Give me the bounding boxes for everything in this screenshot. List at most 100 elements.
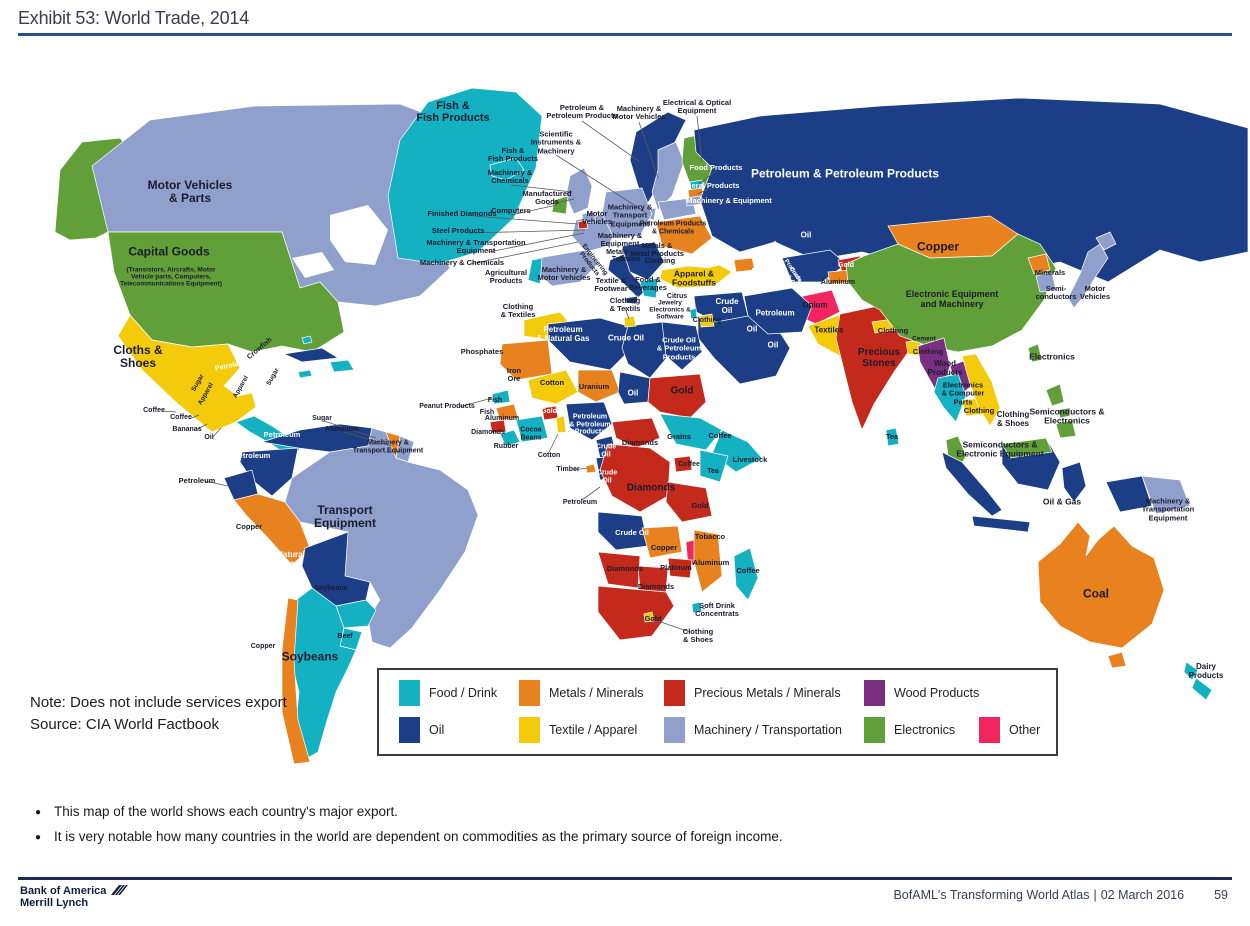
map-region [1107,651,1127,669]
leader-line [343,431,393,447]
map-label: Crude Oil & Petroleum Products [656,335,702,362]
map-region [1141,475,1191,515]
map-label: Machinery & Equipment [597,230,643,248]
map-region [733,547,759,601]
map-label: Machinery & Motor Vehicles [612,103,666,121]
page-number: 59 [1214,888,1228,902]
legend-label: Precious Metals / Minerals [694,686,841,700]
map-region [607,253,647,299]
leader-line [555,154,646,213]
map-region [693,529,723,593]
map-label: Oil [767,340,779,350]
map-label: Cloths & Shoes [113,342,163,370]
map-label: Petroleum & Petroleum Products [750,166,940,181]
map-label: Coffee [678,461,700,469]
map-label: Timber [556,466,580,474]
map-label: Tobacco [694,531,726,541]
legend-swatch [979,717,1000,743]
map-region [577,369,621,403]
map-legend: Food / Drink Metals / Minerals Precious Me… [377,668,1058,756]
map-label: Scientific Instruments & Machinery [530,129,582,156]
map-region [1067,243,1109,309]
sea-shape [672,252,728,268]
map-label: Machinery & Motor Vehicles [537,264,591,282]
map-label: Clothing [692,317,722,325]
map-label: Citrus [666,293,688,301]
map-label: Machinery & Transportation Equipment [426,237,526,255]
map-label: Clothing & Textiles [500,301,536,319]
map-region [625,295,639,305]
map-region [623,315,637,328]
map-label: Gold [691,500,709,510]
sea-shape [292,252,334,278]
map-region [845,233,1057,353]
legend-swatch [864,717,885,743]
source-line: Source: CIA World Factbook [30,716,219,733]
leader-line [624,307,630,320]
bullet-item: ● This map of the world shows each count… [22,804,1122,822]
map-label: Gold [670,385,694,397]
map-label: Semiconductors & Electronic Equipment [956,439,1044,459]
map-label: Cement [912,335,936,343]
page-title: Exhibit 53: World Trade, 2014 [18,8,250,28]
map-label: Electrical & Optical Equipment [662,97,732,115]
legend-label: Electronics [894,723,956,737]
map-label: Uranium [578,381,610,391]
map-region [667,557,693,579]
map-label: Copper [250,643,276,651]
world-trade-map: Fish & Fish Products Motor Vehicles & Par… [0,40,1250,780]
map-label: Clothing [644,255,676,265]
map-region [655,215,713,255]
map-label: Transport Equipment [314,502,376,530]
map-label: Semi- conductors [1035,283,1077,301]
map-label: Natural Gas [277,550,305,568]
map-label: Oil [800,230,812,240]
map-label: Copper [235,521,263,531]
map-label: Computers [491,205,531,215]
map-label: Copper [917,239,959,254]
leader-lines [161,115,730,633]
map-label: Soybeans [314,585,348,593]
map-region [689,307,698,320]
map-label: Diamonds [626,482,676,494]
map-label: Fish & Fish Products [416,99,490,124]
map-label: Platinum [660,562,692,572]
map-label: Textile & Footwear [594,275,628,293]
map-label: Motor Vehicles [581,208,613,226]
map-region [971,515,1031,533]
leader-line [546,198,575,206]
map-label: Dairy Products [1188,662,1224,680]
map-label: Agricultural Products [484,267,528,285]
footer-citation: BofAML's Transforming World Atlas | 02 M… [893,888,1228,902]
leader-line [384,450,403,453]
leader-line [161,410,177,413]
legend-label: Metals / Minerals [549,686,644,700]
legend-swatch [399,717,420,743]
legend-item: Machinery / Transportation [664,717,842,743]
map-label: Grains [667,431,691,441]
map-region [659,413,723,451]
map-label: Jewelry Electronics & Software [649,299,691,321]
leader-line [651,618,691,633]
map-label: Livestock [732,454,768,464]
atlas-title: BofAML's Transforming World Atlas [893,888,1090,902]
map-label: Diamonds [637,581,675,591]
legend-label: Other [1009,723,1041,737]
map-label: Metals & Metal Products [630,240,684,258]
map-label: Coffee [736,565,760,575]
map-label: Aluminum [820,279,856,287]
map-label: Clothing & Shoes [996,410,1030,428]
map-label: Opium [802,300,828,310]
leader-line [696,115,703,163]
map-region [527,257,543,285]
map-region [555,415,567,434]
map-region [673,455,693,473]
map-label: Gold [541,408,557,416]
map-label: Rubber [493,443,519,451]
map-region [885,427,900,447]
map-region [499,339,553,381]
footer-separator: | [1093,888,1097,902]
bullet-dot-icon: ● [34,807,42,818]
map-label: Oil [204,434,214,442]
map-label: Textiles [814,325,844,335]
